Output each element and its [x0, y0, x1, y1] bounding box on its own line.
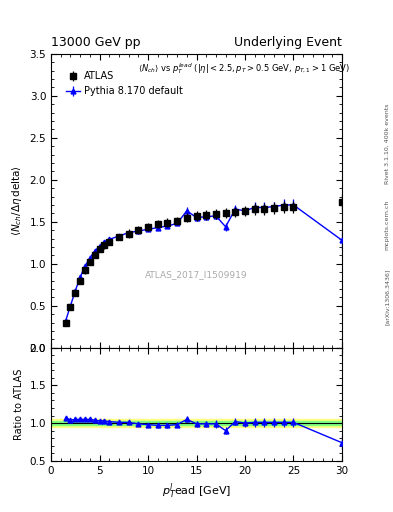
- Y-axis label: Ratio to ATLAS: Ratio to ATLAS: [14, 369, 24, 440]
- Legend: ATLAS, Pythia 8.170 default: ATLAS, Pythia 8.170 default: [62, 68, 187, 100]
- Text: $\langle N_{ch}\rangle$ vs $p_T^{lead}$ ($|\eta|< 2.5, p_T > 0.5$ GeV, $p_{T,1} : $\langle N_{ch}\rangle$ vs $p_T^{lead}$ …: [138, 61, 351, 76]
- X-axis label: $p_T^l\mathrm{ead}$ [GeV]: $p_T^l\mathrm{ead}$ [GeV]: [162, 481, 231, 501]
- Bar: [51, 419, 342, 427]
- Text: 13000 GeV pp: 13000 GeV pp: [51, 36, 141, 49]
- Text: Underlying Event: Underlying Event: [234, 36, 342, 49]
- Text: ATLAS_2017_I1509919: ATLAS_2017_I1509919: [145, 270, 248, 279]
- Text: mcplots.cern.ch: mcplots.cern.ch: [385, 200, 390, 250]
- Y-axis label: $\langle N_{ch} / \Delta\eta\,\mathrm{delta}\rangle$: $\langle N_{ch} / \Delta\eta\,\mathrm{de…: [10, 165, 24, 236]
- Text: Rivet 3.1.10, 400k events: Rivet 3.1.10, 400k events: [385, 103, 390, 184]
- Bar: [51, 421, 342, 425]
- Text: [arXiv:1306.3436]: [arXiv:1306.3436]: [385, 269, 390, 325]
